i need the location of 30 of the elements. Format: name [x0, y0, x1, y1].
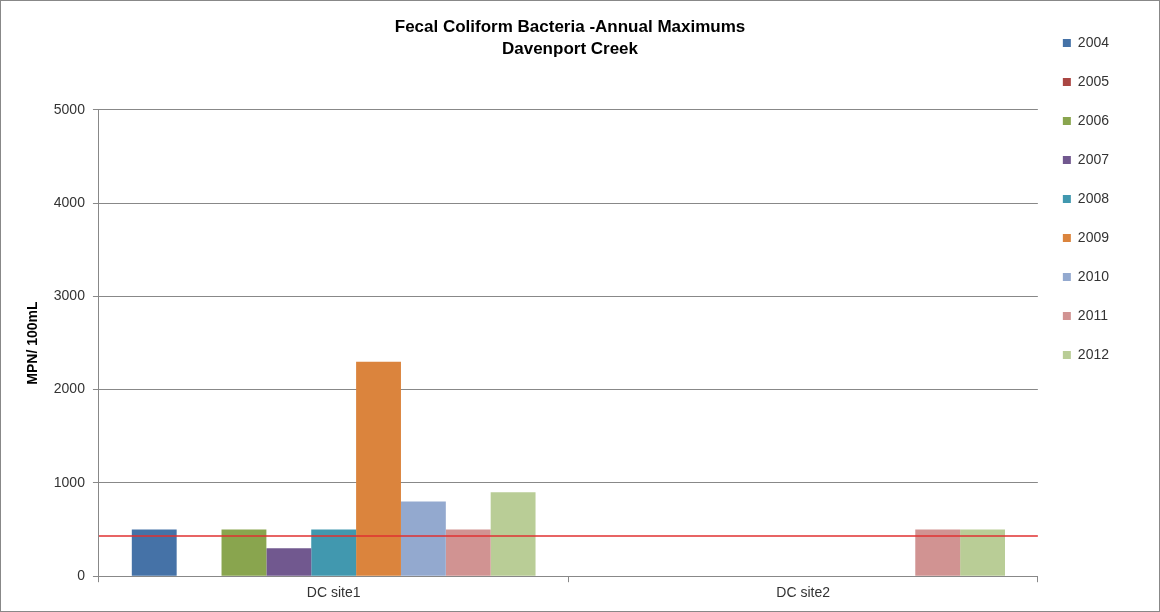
y-tick-label: 3000: [53, 287, 86, 304]
y-tick-label: 1000: [53, 473, 86, 490]
legend-label: 2005: [1077, 72, 1110, 89]
bar: [445, 529, 491, 576]
legend-label: 2012: [1077, 345, 1110, 362]
bar: [960, 529, 1005, 576]
y-tick-label: 4000: [53, 193, 86, 210]
legend-label: 2006: [1077, 111, 1110, 128]
bar: [356, 361, 401, 576]
legend-label: 2011: [1077, 306, 1109, 323]
legend-label: 2010: [1077, 267, 1110, 284]
bar: [221, 529, 267, 576]
bar: [266, 548, 312, 576]
y-axis-title: MPN/ 100mL: [24, 300, 41, 385]
bar: [131, 529, 177, 576]
bar: [915, 529, 961, 576]
x-tick-label: DC site1: [306, 584, 361, 601]
legend-label: 2007: [1077, 150, 1110, 167]
legend-label: 2004: [1077, 33, 1110, 50]
y-tick-label: 0: [77, 567, 86, 584]
y-tick-label: 2000: [53, 380, 86, 397]
bar: [311, 529, 357, 576]
x-tick-label: DC site2: [776, 584, 831, 601]
y-tick-label: 5000: [53, 100, 86, 117]
bar: [490, 492, 536, 576]
legend-label: 2009: [1077, 228, 1110, 245]
chart-subtitle: Davenport Creek: [501, 39, 639, 59]
chart-title: Fecal Coliform Bacteria -Annual Maximums: [394, 16, 746, 36]
bar: [400, 501, 446, 576]
legend-label: 2008: [1077, 189, 1110, 206]
